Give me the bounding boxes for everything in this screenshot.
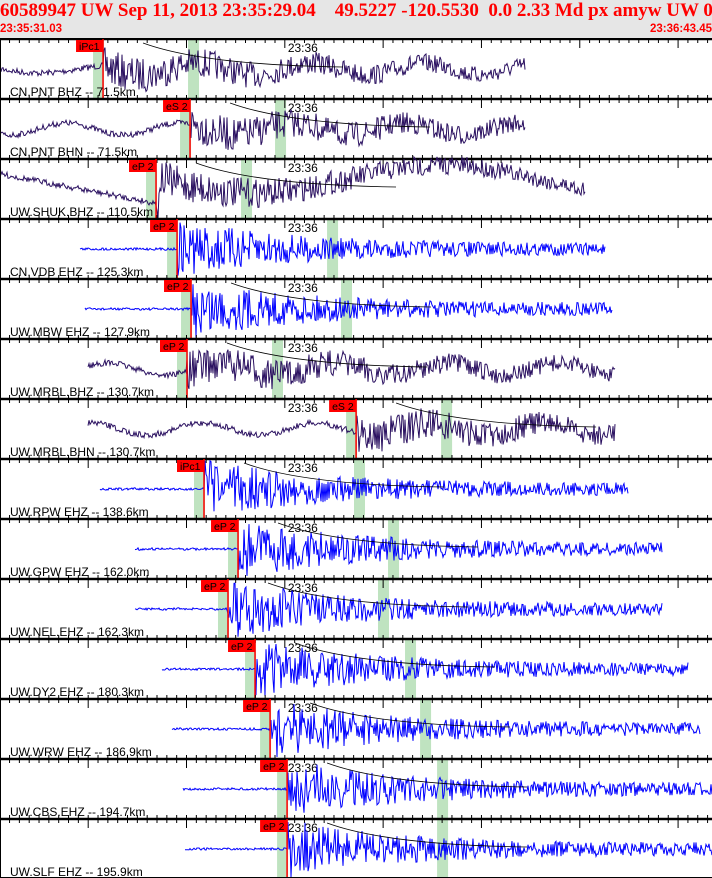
- travel-time-curve: [229, 102, 431, 128]
- phase-pick-label: eP 2: [132, 161, 154, 173]
- phase-pick-label: eP 2: [231, 641, 253, 653]
- minute-label: 23:36: [288, 101, 318, 115]
- waveform-trace: [99, 459, 629, 512]
- phase-pick-label: eP 2: [246, 701, 268, 713]
- waveform-trace: [134, 582, 663, 637]
- phase-pick-badge: [329, 400, 357, 412]
- phase-pick-label: eP 2: [263, 821, 285, 833]
- station-label: UW.SLF EHZ -- 195.9km: [10, 865, 143, 878]
- phase-pick-badge: [211, 520, 239, 532]
- travel-time-curve: [142, 42, 344, 68]
- arrival-window: [180, 99, 192, 159]
- waveform-trace: [134, 524, 663, 576]
- minute-label: 23:36: [288, 641, 318, 655]
- phase-pick-label: eS 2: [166, 101, 188, 113]
- station-label: CN.VDB EHZ -- 125.3km: [10, 265, 143, 279]
- phase-pick-label: eP 2: [204, 581, 226, 593]
- seismogram-plot: 23:36 iPc1 CN.PNT BHZ -- 71.5km 23:36 eS 2 CN…: [0, 38, 712, 878]
- waveform-trace: [79, 222, 606, 276]
- phase-pick-label: eP 2: [163, 341, 185, 353]
- arrival-window: [167, 219, 179, 279]
- phase-pick-badge: [177, 460, 205, 472]
- end-time: 23:36:43.45: [649, 23, 712, 35]
- arrival-window: [420, 699, 432, 759]
- travel-time-curve: [309, 702, 511, 728]
- station-label: UW.MBW EHZ -- 127.9km: [10, 325, 150, 339]
- waveform-trace: [87, 408, 616, 452]
- waveform-trace: [0, 155, 586, 219]
- arrival-window: [277, 819, 289, 878]
- phase-pick-label: iPc1: [79, 41, 100, 53]
- minute-label: 23:36: [288, 761, 318, 775]
- waveform-trace: [0, 47, 526, 93]
- travel-time-curve: [195, 162, 397, 188]
- minute-label: 23:36: [288, 581, 318, 595]
- travel-time-curve: [243, 462, 445, 488]
- phase-pick-label: iPc1: [180, 461, 201, 473]
- arrival-window: [260, 699, 272, 759]
- arrival-window: [275, 99, 287, 159]
- phase-pick-badge: [260, 760, 288, 772]
- travel-time-curve: [226, 342, 428, 368]
- station-label: UW.MRBL.BHZ -- 130.7km: [10, 385, 154, 399]
- minute-label: 23:36: [288, 401, 318, 415]
- arrival-window: [176, 339, 188, 399]
- waveform-trace: [0, 109, 526, 150]
- event-title: 60589947 UW Sep 11, 2013 23:35:29.04 49.…: [0, 0, 712, 21]
- phase-pick-badge: [243, 700, 271, 712]
- travel-time-curve: [326, 822, 528, 848]
- minute-label: 23:36: [288, 341, 318, 355]
- phase-pick-badge: [164, 280, 192, 292]
- phase-pick-badge: [150, 220, 178, 232]
- phase-pick-label: eP 2: [153, 221, 175, 233]
- station-label: UW.CBS.EHZ -- 194.7km: [10, 805, 145, 819]
- minute-label: 23:36: [288, 521, 318, 535]
- station-label: UW.SHUK.BHZ -- 110.5km: [10, 205, 153, 219]
- station-label: UW.DY2 EHZ -- 180.3km: [10, 685, 144, 699]
- phase-pick-badge: [228, 640, 256, 652]
- phase-pick-badge: [260, 820, 288, 832]
- phase-pick-label: eP 2: [214, 521, 236, 533]
- minute-label: 23:36: [288, 41, 318, 55]
- travel-time-curve: [267, 582, 468, 608]
- minute-label: 23:36: [288, 461, 318, 475]
- minute-label: 23:36: [288, 701, 318, 715]
- station-label: UW.NEL.EHZ -- 162.3km: [10, 625, 144, 639]
- phase-pick-label: eP 2: [167, 281, 189, 293]
- travel-time-curve: [277, 522, 479, 548]
- waveform-trace: [171, 703, 701, 758]
- minute-label: 23:36: [288, 821, 318, 835]
- minute-label: 23:36: [288, 161, 318, 175]
- arrival-window: [341, 279, 353, 339]
- waveform-trace: [182, 764, 712, 813]
- phase-pick-badge: [129, 160, 157, 172]
- station-label: UW.WRW EHZ -- 186.9km: [10, 745, 152, 759]
- phase-pick-label: eS 2: [332, 401, 354, 413]
- start-time: 23:35:31.03: [0, 23, 63, 35]
- waveform-trace: [184, 822, 712, 878]
- phase-pick-label: eP 2: [263, 761, 285, 773]
- minute-label: 23:36: [288, 281, 318, 295]
- header-bar: 60589947 UW Sep 11, 2013 23:35:29.04 49.…: [0, 0, 712, 38]
- station-label: UW.MRBL.BHN -- 130.7km: [10, 445, 155, 459]
- station-label: UW.RPW EHZ -- 138.6km: [10, 505, 149, 519]
- travel-time-curve: [294, 642, 496, 668]
- phase-pick-badge: [76, 40, 104, 52]
- phase-pick-badge: [159, 340, 187, 352]
- minute-label: 23:36: [288, 221, 318, 235]
- travel-time-curve: [395, 402, 597, 428]
- station-label: CN.PNT BHN -- 71.5km: [10, 145, 137, 159]
- travel-time-curve: [326, 762, 528, 788]
- waveform-trace: [161, 644, 689, 697]
- travel-time-curve: [230, 282, 432, 308]
- phase-pick-badge: [163, 100, 191, 112]
- arrival-window: [354, 459, 366, 519]
- phase-pick-badge: [200, 580, 228, 592]
- waveform-trace: [87, 349, 616, 390]
- arrival-window: [146, 159, 158, 219]
- arrival-window: [441, 399, 453, 459]
- station-label: UW.GPW EHZ -- 162.0km: [10, 565, 149, 579]
- station-label: CN.PNT BHZ -- 71.5km: [10, 85, 136, 99]
